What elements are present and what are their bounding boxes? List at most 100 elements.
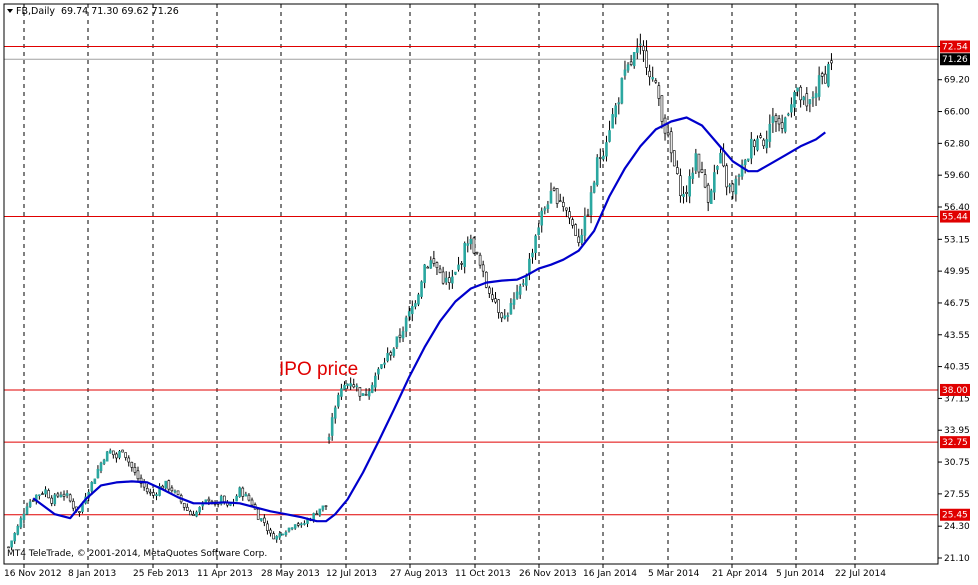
candle-body <box>414 303 417 307</box>
candle-body <box>266 523 269 531</box>
x-tick-label: 25 Feb 2013 <box>133 569 189 579</box>
level-price-label: 25.45 <box>942 511 968 521</box>
candle-body <box>343 384 346 390</box>
candle-body <box>47 490 50 499</box>
y-tick-label: 49.95 <box>944 267 970 277</box>
candle-body <box>244 493 248 497</box>
candle-body <box>521 283 525 285</box>
candle-body <box>500 312 503 319</box>
y-tick-label: 66.00 <box>944 108 970 118</box>
candle-body <box>358 387 362 397</box>
moving-average-line <box>32 116 826 523</box>
candle-body <box>53 494 57 505</box>
candle-body <box>330 417 334 436</box>
candle-body <box>327 436 331 440</box>
candle-body <box>401 331 405 339</box>
candle-body <box>349 383 352 387</box>
candle-body <box>595 157 599 185</box>
candle-body <box>398 334 402 338</box>
candle-body <box>28 501 32 507</box>
candle-body <box>457 264 460 270</box>
candle-body <box>753 140 756 148</box>
candle-body <box>441 271 445 284</box>
x-tick-label: 16 Nov 2012 <box>4 569 62 579</box>
candle-body <box>475 251 479 254</box>
candle-body <box>672 150 676 167</box>
candle-body <box>410 306 414 315</box>
candle-body <box>420 281 423 297</box>
level-price-label: 72.54 <box>942 43 968 53</box>
candle-body <box>290 527 294 530</box>
candle-body <box>531 252 534 258</box>
candle-body <box>272 533 275 540</box>
level-price-label: 32.75 <box>942 438 968 448</box>
candle-body <box>404 317 408 332</box>
candle-body <box>78 511 81 514</box>
candle-body <box>540 210 544 226</box>
candle-body <box>454 271 457 275</box>
candle-body <box>259 518 263 521</box>
candle-body <box>793 92 796 108</box>
candle-body <box>805 93 809 107</box>
candle-body <box>783 117 787 132</box>
candle-body <box>460 263 463 265</box>
candle-body <box>728 185 732 187</box>
candle-body <box>830 60 833 64</box>
x-tick-label: 22 Jul 2014 <box>835 569 886 579</box>
candle-body <box>537 227 540 236</box>
y-tick-label: 69.20 <box>944 76 970 86</box>
candle-body <box>571 219 574 226</box>
candle-body <box>731 183 735 193</box>
candle-body <box>121 449 124 453</box>
candle-body <box>657 85 661 99</box>
candle-body <box>247 494 251 501</box>
candle-body <box>700 169 704 173</box>
candle-body <box>346 383 349 386</box>
candle-body <box>361 393 365 396</box>
candle-body <box>447 277 451 283</box>
candle-body <box>235 495 238 502</box>
candle-body <box>774 115 778 122</box>
symbol-dropdown-icon[interactable] <box>7 9 13 13</box>
candle-body <box>182 502 186 508</box>
candle-body <box>642 45 645 51</box>
x-tick-label: 12 Jul 2013 <box>326 569 377 579</box>
candle-body <box>635 47 639 53</box>
candle-body <box>694 153 698 171</box>
candle-body <box>762 139 765 147</box>
y-tick-label: 53.15 <box>944 235 970 245</box>
candle-body <box>68 494 72 502</box>
candle-body <box>669 131 673 154</box>
candle-body <box>115 453 118 459</box>
y-tick-label: 43.55 <box>944 331 970 341</box>
y-tick-label: 24.30 <box>944 522 970 532</box>
candle-body <box>432 258 436 264</box>
x-tick-label: 27 Aug 2013 <box>390 569 448 579</box>
candle-body <box>10 540 13 548</box>
candle-body <box>558 200 562 203</box>
candle-body <box>626 64 630 71</box>
candle-body <box>31 500 35 502</box>
candle-body <box>133 467 137 473</box>
candle-body <box>315 513 319 515</box>
candle-body <box>423 264 426 283</box>
candle-body <box>112 450 115 456</box>
candle-body <box>629 61 633 65</box>
candle-body <box>139 477 143 484</box>
candle-body <box>56 493 60 497</box>
x-tick-label: 28 May 2013 <box>261 569 320 579</box>
candle-body <box>706 184 710 203</box>
candle-body <box>207 498 211 502</box>
candle-body <box>186 506 189 511</box>
candle-body <box>25 506 29 515</box>
candle-body <box>703 174 707 188</box>
candle-body <box>725 165 728 188</box>
candle-body <box>136 470 140 480</box>
candle-body <box>756 138 759 151</box>
candle-body <box>759 135 762 138</box>
level-price-label: 38.00 <box>942 386 968 396</box>
x-tick-label: 5 Jun 2014 <box>776 569 825 579</box>
candle-body <box>93 478 97 485</box>
